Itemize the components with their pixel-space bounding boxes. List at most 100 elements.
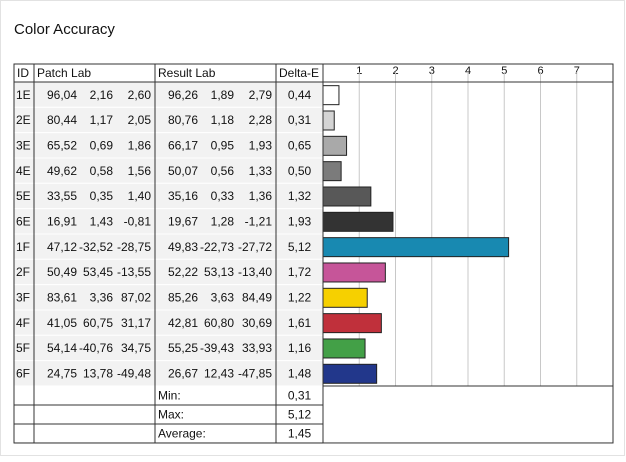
lab-value: 52,22 (168, 265, 198, 279)
lab-value: -0,81 (124, 214, 152, 228)
lab-value: -47,85 (238, 366, 272, 380)
lab-value: 24,75 (47, 366, 77, 380)
lab-value: 60,80 (204, 316, 234, 330)
lab-value: 16,91 (47, 214, 77, 228)
delta-e: 1,48 (288, 366, 312, 380)
bar (322, 237, 510, 258)
lab-value: 1,18 (211, 113, 235, 127)
title: Color Accuracy (14, 21, 115, 38)
lab-value: 2,16 (90, 88, 114, 102)
lab-value: 47,12 (47, 240, 77, 254)
x-tick-label: 4 (465, 65, 471, 77)
row-id: 5E (16, 189, 31, 203)
lab-value: 84,49 (242, 290, 272, 304)
lab-value: 3,36 (90, 290, 114, 304)
table-border (13, 63, 614, 444)
lab-value: 1,56 (128, 164, 152, 178)
cell (154, 81, 277, 108)
lab-value: 0,35 (90, 189, 114, 203)
lab-value: 0,56 (211, 164, 235, 178)
lab-value: -40,76 (79, 341, 113, 355)
lab-value: 96,04 (47, 88, 77, 102)
cell (33, 208, 156, 235)
lab-value: 1,28 (211, 214, 235, 228)
lab-value: 65,52 (47, 138, 77, 152)
bar (322, 211, 394, 232)
lab-value: 1,89 (211, 88, 235, 102)
bar (322, 161, 342, 182)
cell (33, 106, 156, 134)
row-id: 2E (16, 113, 31, 127)
lab-value: -32,52 (79, 240, 113, 254)
lab-value: 1,17 (90, 113, 114, 127)
cell (154, 334, 277, 362)
bar (322, 363, 378, 384)
lab-value: 33,93 (242, 341, 272, 355)
delta-e: 1,93 (288, 214, 312, 228)
column-header: Result Lab (158, 66, 216, 80)
lab-value: 26,67 (168, 366, 198, 380)
bar (322, 313, 382, 334)
x-tick-label: 3 (429, 65, 435, 77)
row-id: 4E (16, 164, 31, 178)
bar (322, 338, 366, 359)
lab-value: 50,49 (47, 265, 77, 279)
bar (322, 110, 335, 131)
lab-value: -22,73 (200, 240, 234, 254)
x-tick-label: 5 (501, 65, 507, 77)
bar (322, 135, 348, 156)
lab-value: 1,93 (249, 138, 273, 152)
lab-value: 53,45 (83, 265, 113, 279)
delta-e: 1,22 (288, 290, 312, 304)
delta-e: 0,65 (288, 138, 312, 152)
row-id: 1F (16, 240, 30, 254)
lab-value: 35,16 (168, 189, 198, 203)
delta-e: 1,72 (288, 265, 312, 279)
cell (154, 106, 277, 134)
lab-value: 2,79 (249, 88, 273, 102)
lab-value: 83,61 (47, 290, 77, 304)
lab-value: -39,43 (200, 341, 234, 355)
lab-value: 1,36 (249, 189, 273, 203)
lab-value: 0,33 (211, 189, 235, 203)
delta-e: 0,44 (288, 88, 312, 102)
x-tick-label: 2 (392, 65, 398, 77)
lab-value: 34,75 (121, 341, 151, 355)
lab-value: 96,26 (168, 88, 198, 102)
x-tick-label: 6 (537, 65, 543, 77)
lab-value: 80,44 (47, 113, 77, 127)
summary-label: Max: (158, 408, 184, 422)
column-header: Patch Lab (37, 66, 91, 80)
lab-value: -13,55 (117, 265, 151, 279)
lab-value: -13,40 (238, 265, 272, 279)
cell (154, 284, 277, 311)
lab-value: 0,58 (90, 164, 114, 178)
lab-value: 13,78 (83, 366, 113, 380)
delta-e: 0,50 (288, 164, 312, 178)
lab-value: 2,28 (249, 113, 273, 127)
lab-value: 53,13 (204, 265, 234, 279)
lab-value: 0,69 (90, 138, 114, 152)
column-header: ID (17, 66, 29, 80)
lab-value: -1,21 (245, 214, 273, 228)
bar (322, 262, 386, 283)
lab-value: 50,07 (168, 164, 198, 178)
lab-value: 66,17 (168, 138, 198, 152)
row-id: 6E (16, 214, 31, 228)
lab-value: 33,55 (47, 189, 77, 203)
row-id: 6F (16, 366, 30, 380)
cell (275, 106, 324, 134)
x-tick-label: 1 (356, 65, 362, 77)
delta-e: 0,31 (288, 113, 312, 127)
lab-value: 31,17 (121, 316, 151, 330)
row-id: 5F (16, 341, 30, 355)
lab-value: 3,63 (211, 290, 235, 304)
cell (33, 233, 156, 260)
lab-value: 87,02 (121, 290, 151, 304)
summary-label: Min: (158, 389, 181, 403)
lab-value: -49,48 (117, 366, 151, 380)
lab-value: 49,83 (168, 240, 198, 254)
cell (275, 208, 324, 235)
delta-e: 1,32 (288, 189, 312, 203)
lab-value: 55,25 (168, 341, 198, 355)
